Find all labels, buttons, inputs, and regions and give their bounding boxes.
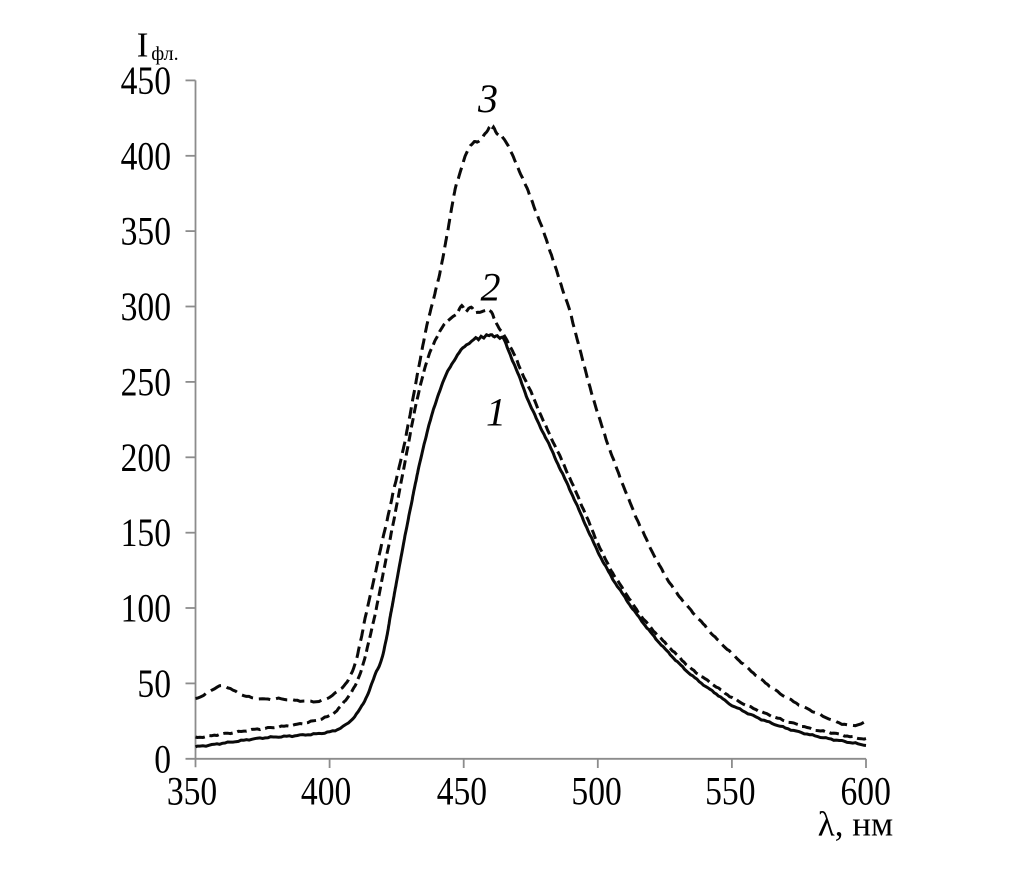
svg-text:450: 450 xyxy=(437,769,487,813)
svg-text:350: 350 xyxy=(167,769,217,813)
svg-text:400: 400 xyxy=(121,134,171,178)
svg-text:1: 1 xyxy=(486,390,506,435)
svg-text:3: 3 xyxy=(477,76,498,121)
svg-text:200: 200 xyxy=(121,435,171,479)
svg-text:450: 450 xyxy=(121,58,171,102)
svg-text:400: 400 xyxy=(301,769,351,813)
svg-text:250: 250 xyxy=(121,360,171,404)
svg-text:350: 350 xyxy=(121,209,171,253)
svg-text:100: 100 xyxy=(121,586,171,630)
svg-text:150: 150 xyxy=(121,510,171,554)
svg-text:550: 550 xyxy=(705,769,755,813)
svg-text:λ, нм: λ, нм xyxy=(818,805,893,844)
svg-text:300: 300 xyxy=(121,284,171,328)
svg-text:2: 2 xyxy=(481,264,501,309)
svg-text:500: 500 xyxy=(571,769,621,813)
svg-text:фл.: фл. xyxy=(151,43,178,65)
svg-text:I: I xyxy=(137,25,149,64)
svg-text:0: 0 xyxy=(154,737,171,781)
svg-text:600: 600 xyxy=(841,769,891,813)
svg-text:50: 50 xyxy=(137,661,171,705)
